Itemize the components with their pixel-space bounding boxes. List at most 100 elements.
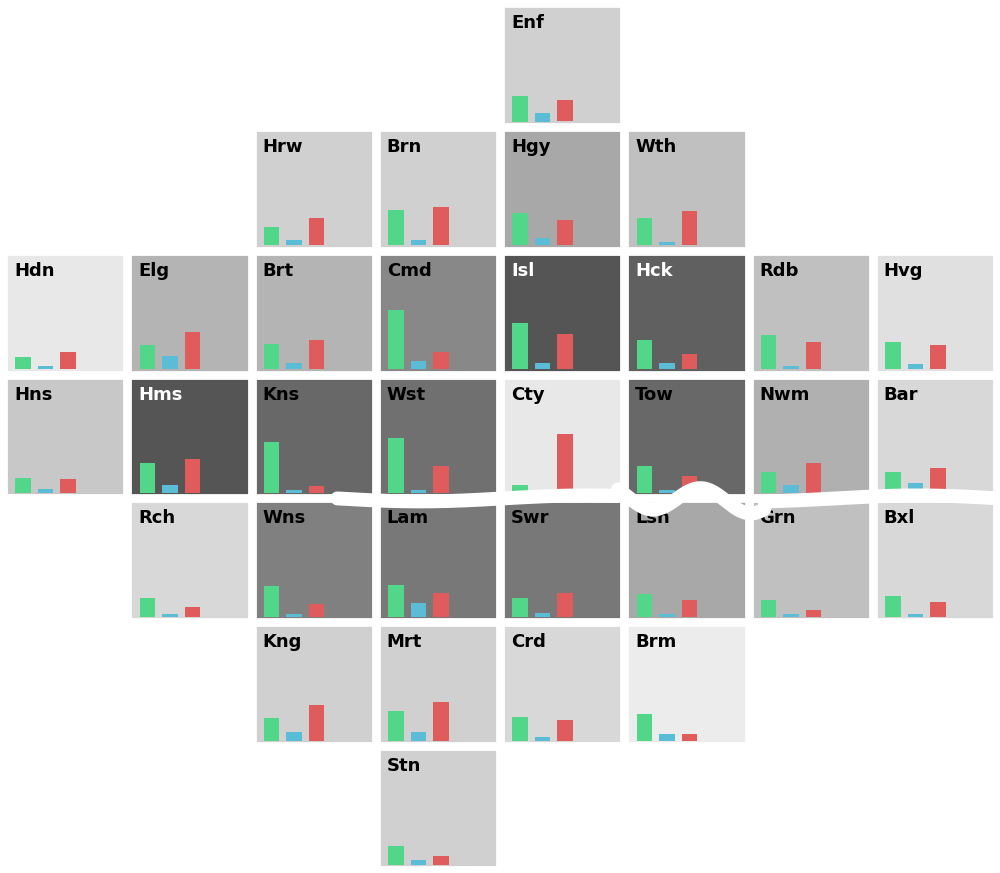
Bar [433,207,449,245]
Bar [433,352,449,369]
Bar [752,254,870,372]
Bar [379,625,497,743]
Bar [286,490,302,493]
Bar [411,361,426,369]
Bar [752,377,870,496]
Bar [185,332,200,369]
Bar [783,366,799,369]
Bar [309,218,324,245]
Bar [379,749,497,867]
Bar [388,585,404,617]
Bar [885,595,901,617]
Bar [761,335,776,369]
Bar [379,501,497,619]
Bar [411,603,426,617]
Bar [806,610,821,617]
Bar [60,479,76,493]
Bar [130,501,248,619]
Text: Cmd: Cmd [387,262,432,279]
Bar [682,211,697,245]
Bar [682,354,697,369]
Bar [433,702,449,741]
Bar [264,344,279,369]
Bar [637,466,652,493]
Bar [557,333,573,369]
Bar [930,601,946,617]
Bar [379,254,497,372]
Bar [162,355,178,369]
Bar [503,501,621,619]
Bar [38,489,53,493]
Bar [627,130,746,248]
Bar [286,614,302,617]
Bar [254,130,373,248]
Text: Grn: Grn [760,510,796,527]
Text: Elg: Elg [138,262,169,279]
Bar [503,625,621,743]
Bar [627,501,746,619]
Text: Wst: Wst [387,386,426,403]
Bar [682,734,697,741]
Bar [264,442,279,493]
Bar [433,466,449,493]
Bar [379,377,497,496]
Bar [659,734,675,741]
Bar [433,856,449,864]
Bar [682,476,697,493]
Bar [6,254,124,372]
Bar [286,363,302,369]
Bar [637,218,652,245]
Bar [908,364,923,369]
Text: Wns: Wns [262,510,306,527]
Bar [264,718,279,741]
Bar [908,614,923,617]
Bar [60,352,76,369]
Text: Swr: Swr [511,510,550,527]
Text: Crd: Crd [511,633,546,651]
Bar [286,732,302,741]
Bar [557,434,573,493]
Bar [309,604,324,617]
Bar [806,342,821,369]
Text: Rdb: Rdb [760,262,799,279]
Bar [254,625,373,743]
Bar [512,96,528,121]
Bar [503,254,621,372]
Text: Rch: Rch [138,510,175,527]
Bar [752,501,870,619]
Bar [557,220,573,245]
Bar [930,346,946,369]
Bar [185,607,200,617]
Bar [411,860,426,864]
Text: Brt: Brt [262,262,294,279]
Bar [140,464,155,493]
Bar [535,490,550,493]
Bar [535,237,550,245]
Bar [876,501,994,619]
Text: Brm: Brm [635,633,676,651]
Text: Isl: Isl [511,262,534,279]
Bar [627,377,746,496]
Bar [264,586,279,617]
Bar [411,240,426,245]
Bar [309,705,324,741]
Text: Wth: Wth [635,138,676,156]
Bar [885,472,901,493]
Text: Lam: Lam [387,510,429,527]
Text: Hgy: Hgy [511,138,550,156]
Bar [6,377,124,496]
Bar [876,254,994,372]
Text: Tow: Tow [635,386,674,403]
Bar [286,240,302,245]
Bar [761,600,776,617]
Bar [309,340,324,369]
Text: Kng: Kng [262,633,302,651]
Bar [535,738,550,741]
Bar [535,613,550,617]
Bar [15,478,31,493]
Bar [162,485,178,493]
Bar [783,614,799,617]
Bar [503,6,621,124]
Text: Mrt: Mrt [387,633,422,651]
Bar [38,366,53,369]
